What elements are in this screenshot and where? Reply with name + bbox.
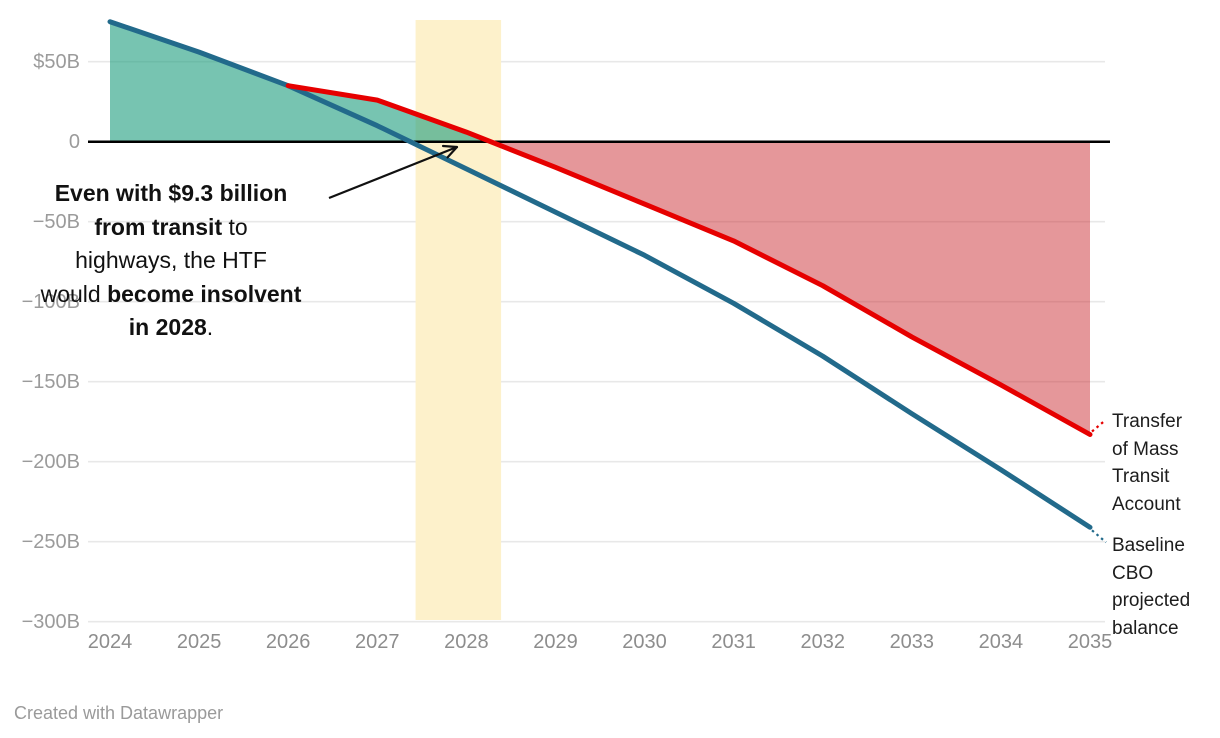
x-tick-label: 2031 <box>711 631 756 653</box>
annotation-callout: Even with $9.3 billion from transit to hig… <box>15 177 327 345</box>
x-tick-label: 2028 <box>444 631 489 653</box>
annotation-text: to <box>222 213 248 240</box>
annotation-arrow <box>328 145 458 200</box>
annotation-arrowhead <box>441 144 459 149</box>
annotation-line: Even with $9.3 billion <box>15 177 327 211</box>
y-tick-label: −200B <box>21 450 80 473</box>
annotation-line: from transit to <box>15 211 327 245</box>
annotation-bold-text: in 2028 <box>128 314 207 340</box>
annotation-bold-text: from transit <box>94 213 223 240</box>
x-tick-label: 2026 <box>265 631 311 653</box>
x-tick-label: 2034 <box>978 631 1024 653</box>
annotation-text: highways, the HTF <box>75 247 267 273</box>
x-tick-label: 2027 <box>355 631 400 653</box>
legend-label-baseline: Baseline CBO projected balance <box>1112 532 1190 642</box>
legend-line: Transfer <box>1112 411 1183 432</box>
legend-line: balance <box>1112 617 1179 639</box>
y-tick-label: 0 <box>68 130 80 153</box>
annotation-line: would become insolvent <box>15 278 327 312</box>
y-tick-label: $50B <box>33 50 80 73</box>
datawrapper-credit: Created with Datawrapper <box>14 703 224 723</box>
legend-line: Account <box>1112 493 1181 515</box>
x-tick-label: 2024 <box>87 631 133 653</box>
x-tick-label: 2030 <box>622 631 667 653</box>
deficit-area <box>490 141 1091 435</box>
x-tick-label: 2025 <box>176 631 222 653</box>
y-tick-label: −100B <box>21 290 80 313</box>
annotation-text: would <box>40 280 108 307</box>
x-tick-label: 2032 <box>800 631 845 653</box>
x-tick-label: 2033 <box>889 631 935 653</box>
legend-line: CBO <box>1112 562 1154 584</box>
x-tick-label: 2029 <box>533 631 578 653</box>
highlight-band-2028 <box>415 20 502 620</box>
annotation-arrowhead <box>446 145 459 159</box>
surplus-area <box>110 21 491 142</box>
y-tick-label: −250B <box>21 530 80 553</box>
baseline-cbo-line <box>107 19 1093 530</box>
annotation-line: in 2028. <box>15 311 327 345</box>
baseline-label-leader <box>1091 529 1107 544</box>
x-tick-label: 2035 <box>1067 631 1113 653</box>
annotation-line: highways, the HTF <box>15 244 327 278</box>
legend-line: Baseline <box>1112 535 1185 556</box>
y-tick-label: −150B <box>21 370 80 393</box>
y-tick-label: −300B <box>21 610 80 633</box>
transfer-label-leader <box>1091 419 1106 433</box>
transfer-line <box>285 83 1093 437</box>
annotation-text: . <box>206 314 214 340</box>
legend-line: projected <box>1112 590 1191 611</box>
annotation-bold-text: become insolvent <box>107 280 302 307</box>
legend-line: Transit <box>1112 466 1170 487</box>
legend-line: of Mass <box>1112 438 1179 460</box>
y-tick-label: −50B <box>32 210 80 233</box>
legend-label-transfer: Transfer of Mass Transit Account <box>1112 408 1182 518</box>
annotation-bold-text: Even with $9.3 billion <box>54 180 288 206</box>
